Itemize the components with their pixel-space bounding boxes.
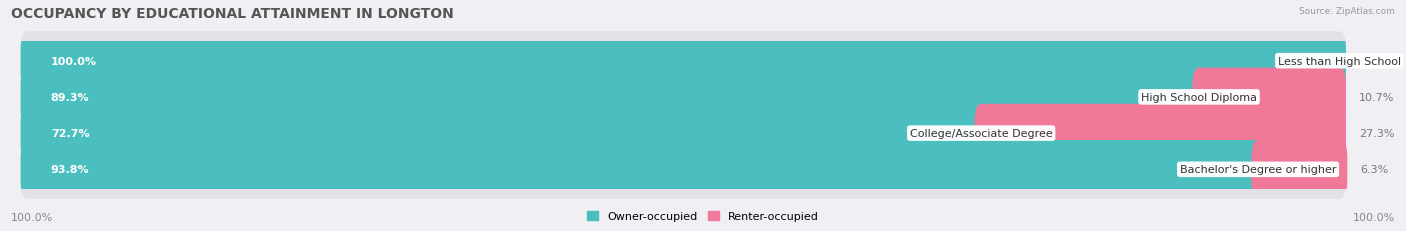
FancyBboxPatch shape	[1192, 68, 1346, 127]
Text: Source: ZipAtlas.com: Source: ZipAtlas.com	[1299, 7, 1395, 16]
FancyBboxPatch shape	[974, 104, 1346, 163]
Text: 100.0%: 100.0%	[11, 212, 53, 222]
Text: 93.8%: 93.8%	[51, 165, 90, 175]
FancyBboxPatch shape	[21, 68, 1346, 127]
Text: Bachelor's Degree or higher: Bachelor's Degree or higher	[1180, 165, 1336, 175]
FancyBboxPatch shape	[21, 32, 1346, 91]
FancyBboxPatch shape	[21, 104, 988, 163]
Text: 6.3%: 6.3%	[1361, 165, 1389, 175]
Text: 0.0%: 0.0%	[1360, 56, 1388, 66]
FancyBboxPatch shape	[21, 32, 1346, 91]
FancyBboxPatch shape	[1251, 140, 1347, 199]
Legend: Owner-occupied, Renter-occupied: Owner-occupied, Renter-occupied	[582, 206, 824, 225]
Text: College/Associate Degree: College/Associate Degree	[910, 128, 1053, 139]
FancyBboxPatch shape	[21, 140, 1346, 199]
FancyBboxPatch shape	[21, 104, 1346, 163]
FancyBboxPatch shape	[21, 68, 1205, 127]
FancyBboxPatch shape	[21, 140, 1264, 199]
Text: 72.7%: 72.7%	[51, 128, 90, 139]
Text: 27.3%: 27.3%	[1360, 128, 1395, 139]
Text: 10.7%: 10.7%	[1360, 92, 1395, 103]
Text: 100.0%: 100.0%	[51, 56, 97, 66]
Text: 100.0%: 100.0%	[1353, 212, 1395, 222]
Text: Less than High School: Less than High School	[1278, 56, 1400, 66]
Text: 89.3%: 89.3%	[51, 92, 90, 103]
Text: High School Diploma: High School Diploma	[1142, 92, 1257, 103]
Text: OCCUPANCY BY EDUCATIONAL ATTAINMENT IN LONGTON: OCCUPANCY BY EDUCATIONAL ATTAINMENT IN L…	[11, 7, 454, 21]
